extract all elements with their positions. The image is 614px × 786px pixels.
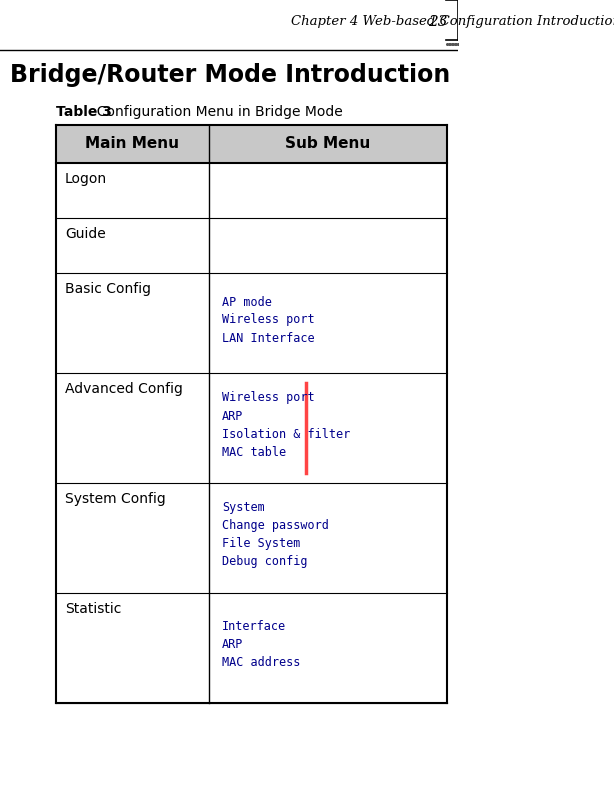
- FancyBboxPatch shape: [56, 125, 447, 163]
- Text: Chapter 4 Web-based Configuration Introduction: Chapter 4 Web-based Configuration Introd…: [290, 16, 614, 28]
- Text: Bridge/Router Mode Introduction: Bridge/Router Mode Introduction: [10, 63, 451, 87]
- Text: Configuration Menu in Bridge Mode: Configuration Menu in Bridge Mode: [88, 105, 343, 119]
- Text: ARP: ARP: [222, 410, 244, 423]
- Text: Sub Menu: Sub Menu: [286, 137, 370, 152]
- Text: Table 3: Table 3: [56, 105, 112, 119]
- Text: Interface: Interface: [222, 620, 286, 634]
- Text: Guide: Guide: [65, 227, 106, 241]
- Text: 23: 23: [428, 15, 447, 29]
- Text: Advanced Config: Advanced Config: [65, 382, 183, 396]
- Text: Basic Config: Basic Config: [65, 282, 151, 296]
- Text: MAC address: MAC address: [222, 656, 300, 670]
- Text: Wireless port: Wireless port: [222, 391, 315, 405]
- Text: Main Menu: Main Menu: [85, 137, 179, 152]
- Text: System: System: [222, 501, 265, 515]
- Text: File System: File System: [222, 538, 300, 550]
- Text: AP mode: AP mode: [222, 296, 272, 308]
- Text: Wireless port: Wireless port: [222, 314, 315, 326]
- Text: System Config: System Config: [65, 492, 166, 506]
- Text: ARP: ARP: [222, 638, 244, 652]
- Text: Isolation & filter: Isolation & filter: [222, 428, 351, 440]
- Text: Logon: Logon: [65, 172, 107, 186]
- Text: Debug config: Debug config: [222, 556, 308, 568]
- Text: Change password: Change password: [222, 520, 329, 532]
- Text: LAN Interface: LAN Interface: [222, 332, 315, 344]
- Text: MAC table: MAC table: [222, 446, 286, 458]
- Text: Statistic: Statistic: [65, 602, 121, 616]
